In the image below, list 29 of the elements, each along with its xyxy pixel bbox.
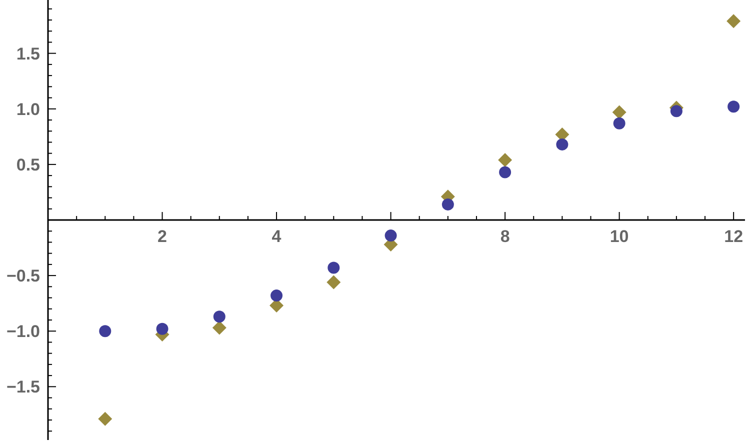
point bbox=[99, 325, 112, 338]
point bbox=[499, 166, 512, 178]
point bbox=[498, 153, 512, 167]
point bbox=[98, 412, 112, 426]
point bbox=[213, 310, 226, 323]
point bbox=[270, 290, 283, 302]
y-tick-label: 1.0 bbox=[16, 100, 40, 119]
point bbox=[442, 198, 454, 210]
y-tick-label: −0.5 bbox=[6, 266, 40, 286]
point bbox=[212, 320, 226, 335]
point bbox=[384, 230, 397, 242]
x-tick-label: 12 bbox=[724, 227, 744, 246]
point bbox=[156, 322, 168, 335]
point bbox=[726, 14, 741, 28]
point bbox=[612, 105, 626, 120]
y-tick-label: 0.5 bbox=[16, 155, 40, 174]
point bbox=[670, 105, 682, 118]
point bbox=[613, 117, 626, 130]
point bbox=[328, 262, 340, 274]
x-tick-label: 4 bbox=[272, 227, 282, 246]
point bbox=[728, 100, 740, 113]
point bbox=[556, 138, 568, 150]
x-tick-label: 2 bbox=[158, 227, 167, 246]
y-tick-label: 1.5 bbox=[16, 44, 40, 64]
x-tick-label: 8 bbox=[500, 227, 510, 246]
point bbox=[326, 275, 341, 290]
y-tick-label: −1.5 bbox=[6, 378, 40, 397]
y-tick-label: −1.0 bbox=[6, 322, 40, 342]
x-tick-label: 10 bbox=[610, 227, 629, 246]
